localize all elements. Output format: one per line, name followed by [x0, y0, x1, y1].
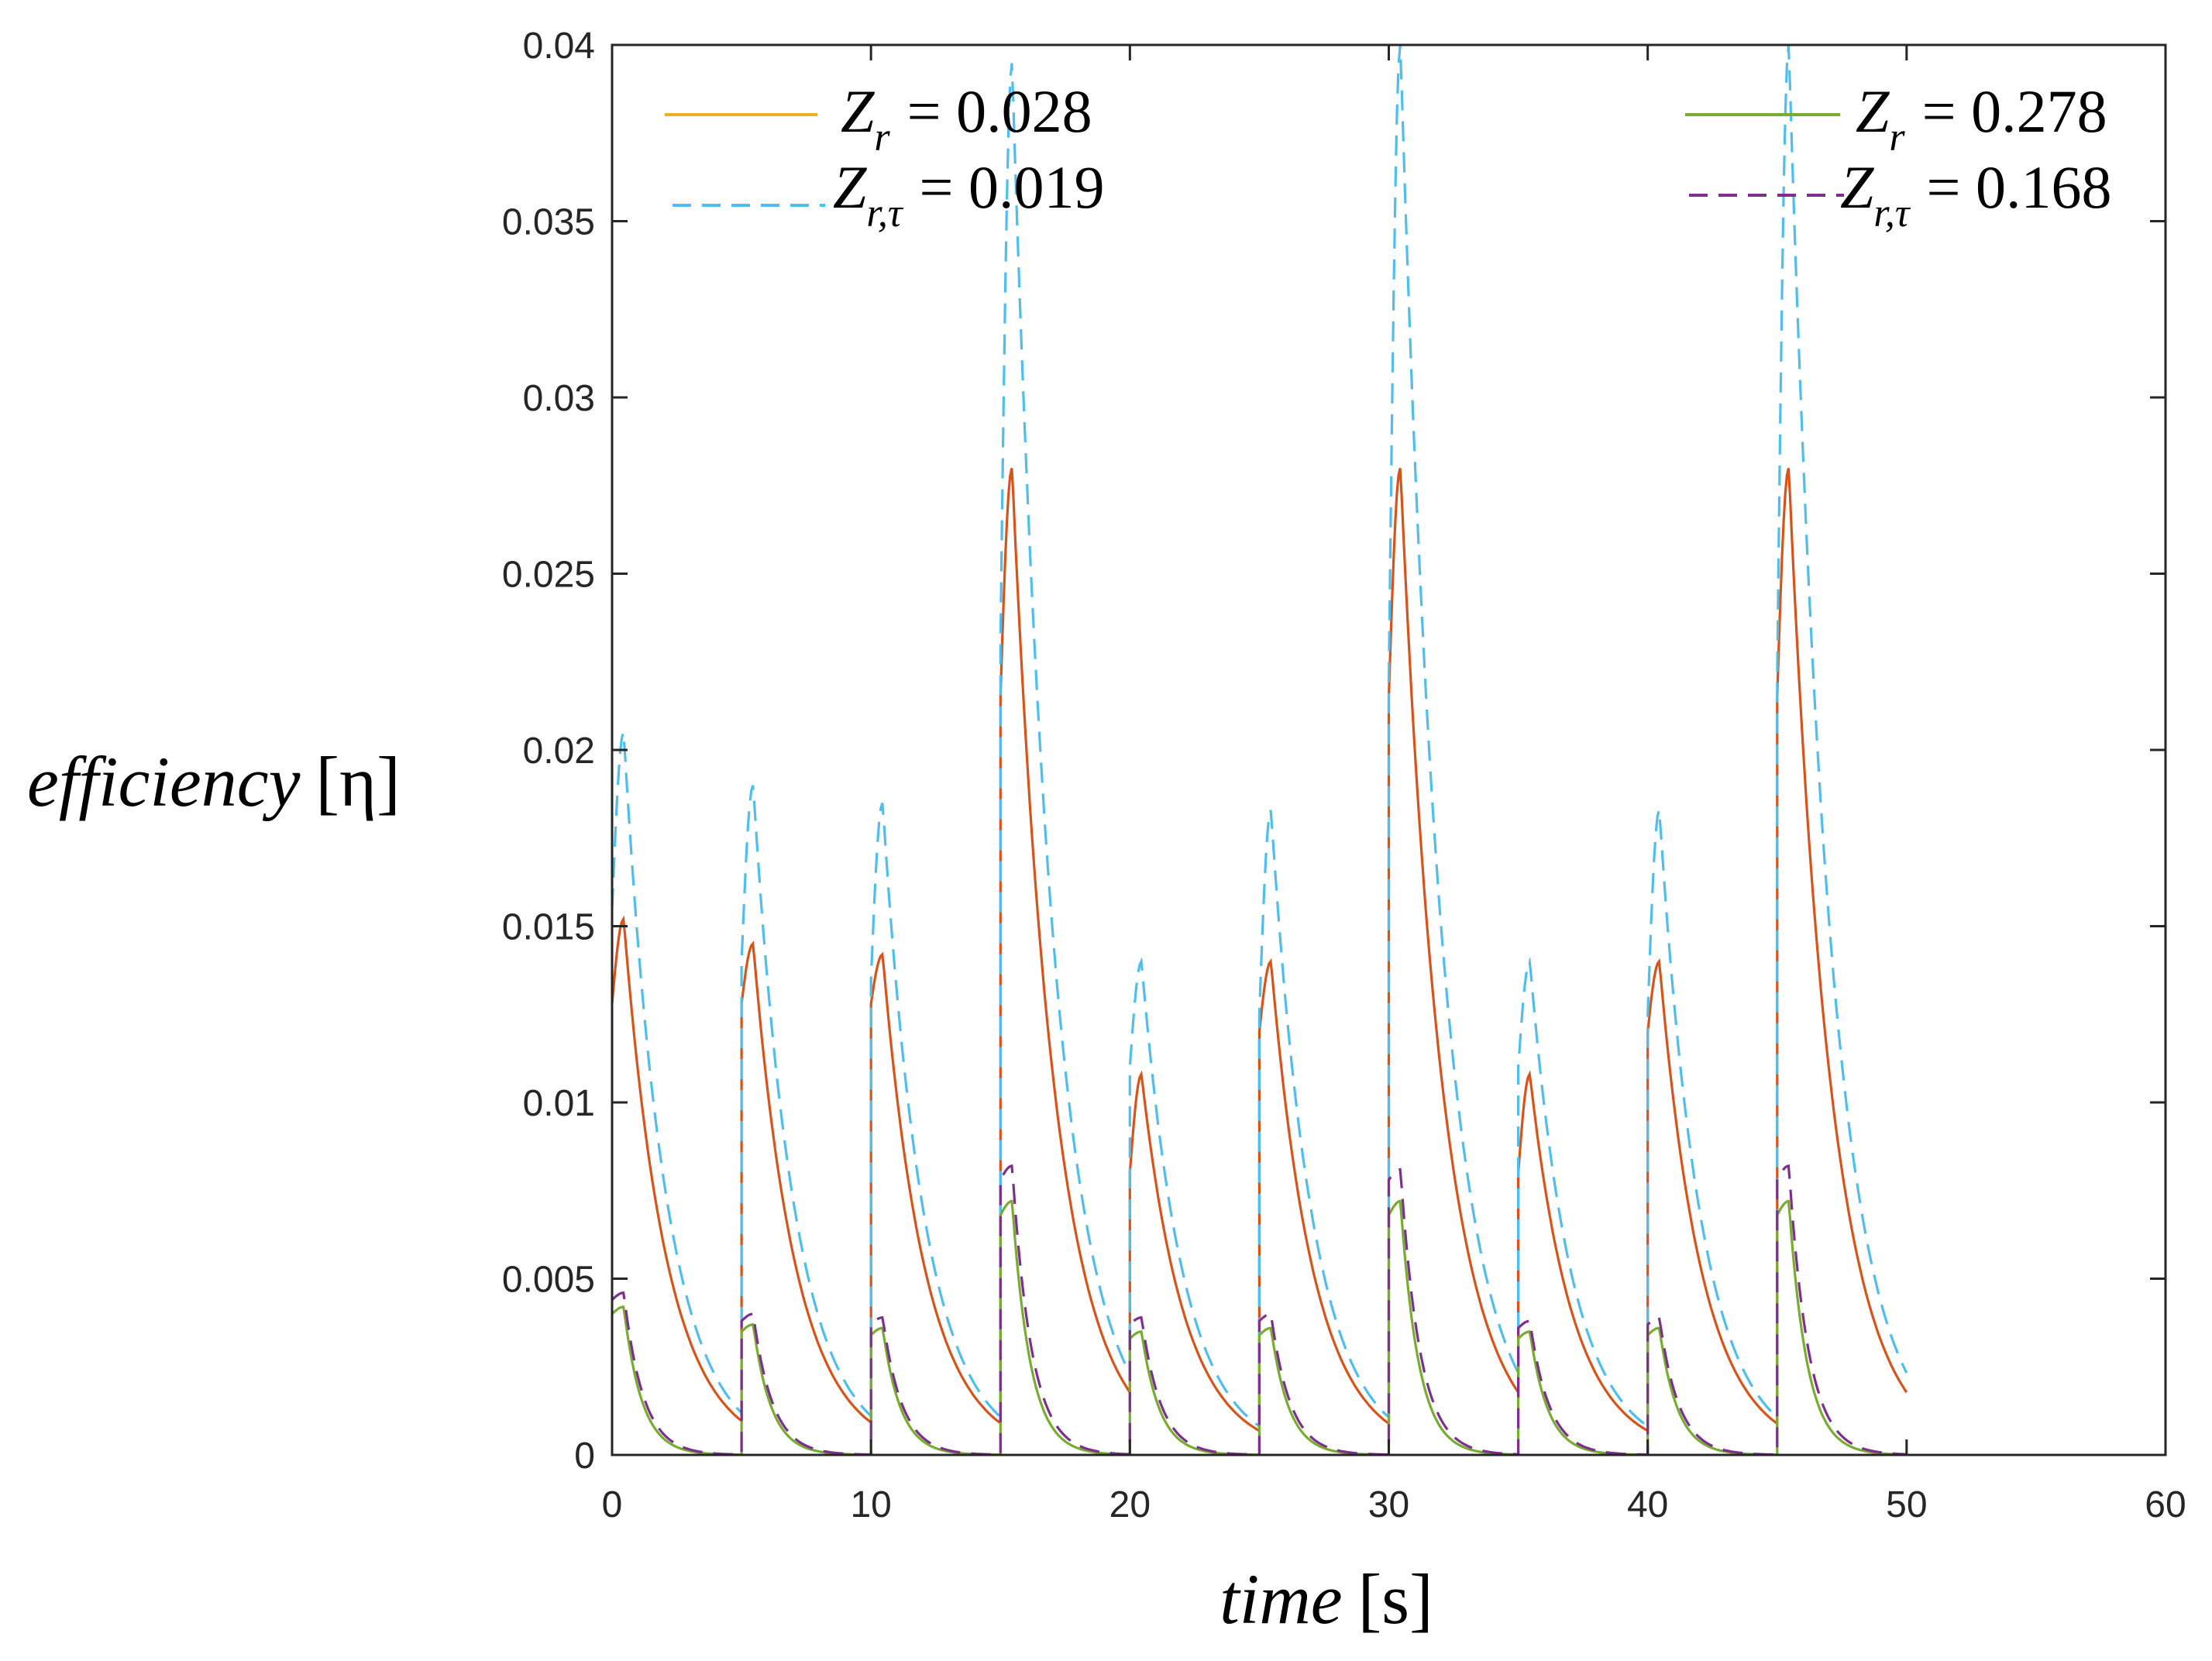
legend-right: Zr = 0.278 Zr,τ = 0.168 [1685, 77, 2111, 236]
series-line-1 [611, 45, 1908, 1429]
y-tick-label: 0.01 [523, 1083, 595, 1124]
y-axis-label: efficiency [η] [27, 742, 401, 821]
x-tick-label: 20 [1109, 1484, 1151, 1525]
x-tick-label: 40 [1627, 1484, 1668, 1525]
tick-layer: 0 10 20 30 40 50 60 0 0.005 0.01 0.015 0.02 0.025 0.0… [502, 26, 2186, 1525]
legend-label-zrt-0019: Zr,τ = 0.019 [833, 153, 1104, 236]
y-tick-label: 0.03 [523, 378, 595, 419]
legend-label-zrt-0168: Zr,τ = 0.168 [1840, 153, 2111, 236]
x-tick-label: 60 [2145, 1484, 2186, 1525]
x-tick-label: 30 [1368, 1484, 1409, 1525]
y-axis-label-unit: [η] [315, 742, 400, 821]
x-tick-label: 10 [850, 1484, 891, 1525]
legend-left: Zr = 0.028 Zr,τ = 0.019 [665, 77, 1104, 236]
y-tick-label: 0.035 [502, 202, 595, 243]
y-tick-label: 0.005 [502, 1260, 595, 1301]
series-line-3 [611, 1164, 1907, 1456]
legend-label-zr-0278: Zr = 0.278 [1856, 77, 2107, 160]
x-axis-label: time [s] [1220, 1560, 1433, 1639]
y-tick-label: 0 [574, 1436, 595, 1477]
y-tick-label: 0.02 [523, 731, 595, 772]
series-layer [611, 45, 1908, 1456]
legend-label-zr-0028: Zr = 0.028 [841, 77, 1092, 160]
y-axis-label-var: efficiency [27, 742, 301, 821]
y-tick-label: 0.04 [523, 26, 595, 67]
x-tick-label: 0 [602, 1484, 623, 1525]
x-tick-label: 50 [1886, 1484, 1927, 1525]
y-tick-label: 0.025 [502, 555, 595, 596]
x-axis-label-var: time [1220, 1560, 1342, 1639]
y-tick-label: 0.015 [502, 907, 595, 948]
x-axis-label-unit: [s] [1358, 1560, 1433, 1639]
